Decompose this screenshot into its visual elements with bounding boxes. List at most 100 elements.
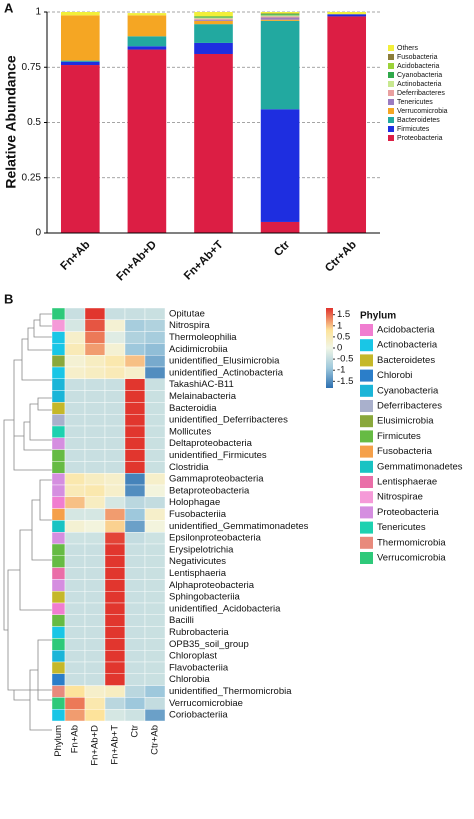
phylum-cell xyxy=(51,390,66,403)
bar-segment xyxy=(127,15,167,37)
legend-label: Actinobacteria xyxy=(397,81,441,88)
legend-label: Tenericutes xyxy=(397,99,433,106)
heat-cell xyxy=(84,425,106,439)
column-label: Fn+Ab+T xyxy=(110,725,121,765)
row-label: Holophagae xyxy=(169,497,220,508)
heat-cell xyxy=(104,307,126,321)
heat-cell xyxy=(124,626,146,639)
phylum-cell xyxy=(51,307,66,321)
panel-label: B xyxy=(4,291,13,306)
heat-cell xyxy=(64,543,86,557)
x-tick-label: Ctr+Ab xyxy=(323,239,359,275)
legend-label: Fusobacteria xyxy=(377,446,433,457)
legend-label: Gemmatimonadetes xyxy=(377,461,463,472)
legend-label: Cyanobacteria xyxy=(377,385,439,396)
row-label: Sphingobacteriia xyxy=(169,592,240,603)
heat-cell xyxy=(104,343,126,356)
heat-cell xyxy=(64,319,86,332)
heat-cell xyxy=(104,591,126,604)
heat-cell xyxy=(104,685,126,698)
bar-segment xyxy=(194,20,233,25)
heat-cell xyxy=(64,307,86,321)
legend-label: Fusobacteria xyxy=(397,54,438,61)
heat-cell xyxy=(64,650,86,663)
heat-cell xyxy=(104,484,126,498)
heat-cell xyxy=(144,378,166,391)
legend-swatch xyxy=(388,135,394,141)
heat-cell xyxy=(84,355,106,368)
bar-segment xyxy=(260,16,300,18)
heat-cell xyxy=(84,567,106,580)
legend-label: Deferribacteres xyxy=(397,90,445,97)
heat-cell xyxy=(104,496,126,509)
legend-swatch xyxy=(360,476,373,488)
heat-cell xyxy=(124,414,146,427)
heat-cell xyxy=(64,449,86,462)
legend-swatch xyxy=(388,81,394,87)
legend-label: Bacteroidetes xyxy=(397,117,440,124)
phylum-cell xyxy=(51,449,66,462)
heat-cell xyxy=(144,508,166,521)
heat-cell xyxy=(124,650,146,663)
bar-segment xyxy=(60,61,100,66)
heat-cell xyxy=(124,579,146,592)
row-label: Coriobacteriia xyxy=(169,710,228,721)
row-label: Nitrospira xyxy=(169,320,210,331)
heat-cell xyxy=(124,307,146,321)
row-label: unidentified_Elusimicrobia xyxy=(169,356,280,367)
heat-cell xyxy=(84,532,106,545)
heat-cell xyxy=(64,532,86,545)
phylum-cell xyxy=(51,709,66,722)
heat-cell xyxy=(84,661,106,675)
legend-label: Chlorobi xyxy=(377,370,412,381)
dendrogram xyxy=(3,313,52,731)
legend-label: Thermomicrobia xyxy=(377,537,446,548)
bar-segment xyxy=(260,17,300,20)
phylum-cell xyxy=(51,532,66,545)
bar-segment xyxy=(194,12,233,17)
legend-swatch xyxy=(360,445,373,458)
phylum-cell xyxy=(51,473,66,486)
row-label: OPB35_soil_group xyxy=(169,639,249,650)
heat-cell xyxy=(124,673,146,686)
legend-swatch xyxy=(360,460,373,473)
heat-cell xyxy=(104,390,126,403)
column-label: Phylum xyxy=(53,725,64,757)
legend-swatch xyxy=(388,54,394,60)
heat-cell xyxy=(144,461,166,474)
heat-cell xyxy=(104,437,126,450)
heat-cell xyxy=(144,555,166,568)
row-label: Betaproteobacteria xyxy=(169,485,250,496)
heat-cell xyxy=(104,626,126,639)
heat-cell xyxy=(84,602,106,616)
legend-label: Acidobacteria xyxy=(377,325,435,336)
heat-cell xyxy=(144,425,166,439)
legend-label: Others xyxy=(397,45,419,52)
heat-cell xyxy=(64,414,86,427)
heat-cell xyxy=(64,343,86,356)
heat-cell xyxy=(124,355,146,368)
row-label: Clostridia xyxy=(169,462,209,473)
legend-swatch xyxy=(388,72,394,78)
heat-cell xyxy=(124,532,146,545)
heat-cell xyxy=(124,555,146,568)
heat-cell xyxy=(84,461,106,474)
heat-cell xyxy=(144,614,166,627)
legend-swatch xyxy=(360,384,373,397)
legend-label: Deferribacteres xyxy=(377,401,442,412)
heat-cell xyxy=(104,709,126,722)
heat-cell xyxy=(64,673,86,686)
heat-cell xyxy=(104,555,126,568)
colorbar-tick-label: 0 xyxy=(337,343,342,354)
colorbar-tick-label: 1 xyxy=(337,320,342,331)
heat-cell xyxy=(84,484,106,498)
phylum-cell xyxy=(51,543,66,557)
phylum-cell xyxy=(51,508,66,521)
legend-title: Phylum xyxy=(360,311,396,322)
heat-cell xyxy=(64,437,86,450)
heat-cell xyxy=(104,402,126,415)
colorbar-tick-label: 0.5 xyxy=(337,331,350,342)
heat-cell xyxy=(124,614,146,627)
heat-cell xyxy=(124,484,146,498)
